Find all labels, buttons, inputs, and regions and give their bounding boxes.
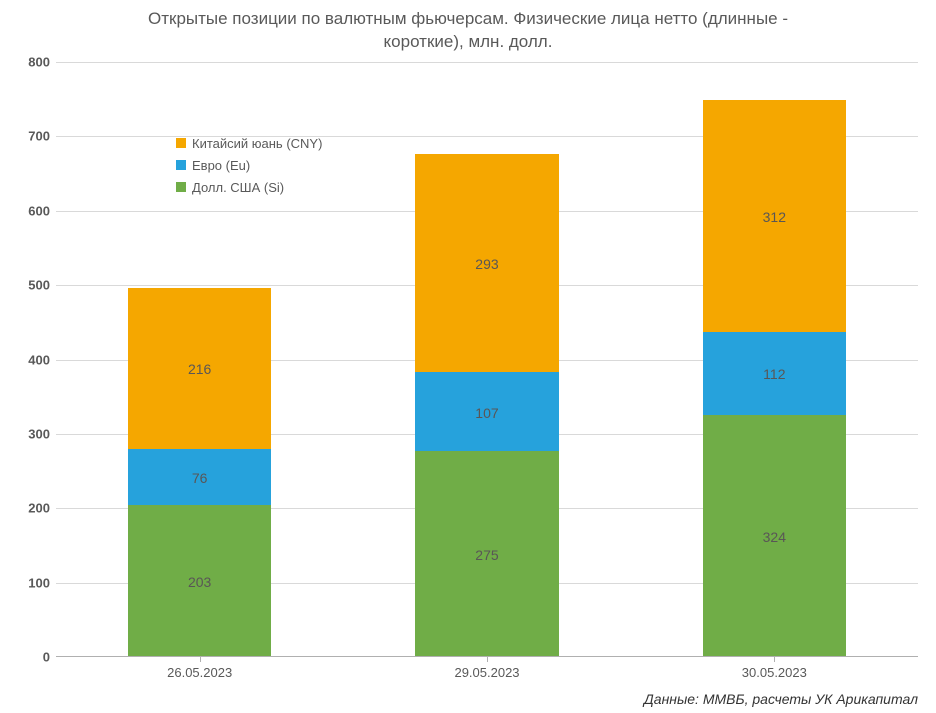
bar-data-label: 324 <box>703 529 847 545</box>
legend-item-cny: Китайсий юань (CNY) <box>176 132 322 154</box>
bar-data-label: 216 <box>128 361 272 377</box>
legend-swatch-icon <box>176 138 186 148</box>
bar-data-label: 293 <box>415 256 559 272</box>
chart-title-line2: короткие), млн. долл. <box>384 32 553 51</box>
legend-swatch-icon <box>176 182 186 192</box>
x-axis-tickmark <box>774 656 775 662</box>
legend-item-eu: Евро (Eu) <box>176 154 322 176</box>
y-axis-tick-label: 500 <box>10 278 50 293</box>
legend: Китайсий юань (CNY) Евро (Eu) Долл. США (S… <box>176 132 322 198</box>
y-axis-tick-label: 200 <box>10 501 50 516</box>
y-axis-tick-label: 300 <box>10 426 50 441</box>
legend-label: Долл. США (Si) <box>192 180 284 195</box>
y-axis-tick-label: 600 <box>10 203 50 218</box>
y-axis-tick-label: 100 <box>10 575 50 590</box>
legend-swatch-icon <box>176 160 186 170</box>
gridline <box>56 62 918 63</box>
x-axis-tick-label: 26.05.2023 <box>167 665 232 680</box>
chart-container: Открытые позиции по валютным фьючерсам. … <box>0 0 936 713</box>
y-axis-tick-label: 800 <box>10 55 50 70</box>
y-axis-tick-label: 700 <box>10 129 50 144</box>
plot-area: Китайсий юань (CNY) Евро (Eu) Долл. США (S… <box>56 62 918 657</box>
y-axis-tick-label: 400 <box>10 352 50 367</box>
bar-data-label: 107 <box>415 405 559 421</box>
bar-data-label: 312 <box>703 209 847 225</box>
chart-title-line1: Открытые позиции по валютным фьючерсам. … <box>148 9 788 28</box>
bar-data-label: 275 <box>415 547 559 563</box>
legend-label: Евро (Eu) <box>192 158 250 173</box>
y-axis-tick-label: 0 <box>10 650 50 665</box>
legend-label: Китайсий юань (CNY) <box>192 136 322 151</box>
bar-data-label: 112 <box>703 366 847 382</box>
x-axis-tickmark <box>200 656 201 662</box>
chart-title: Открытые позиции по валютным фьючерсам. … <box>0 8 936 54</box>
x-axis-tick-label: 30.05.2023 <box>742 665 807 680</box>
source-note: Данные: ММВБ, расчеты УК Арикапитал <box>644 691 918 707</box>
x-axis-tick-label: 29.05.2023 <box>454 665 519 680</box>
legend-item-si: Долл. США (Si) <box>176 176 322 198</box>
x-axis-tickmark <box>487 656 488 662</box>
bar-data-label: 76 <box>128 470 272 486</box>
bar-data-label: 203 <box>128 574 272 590</box>
